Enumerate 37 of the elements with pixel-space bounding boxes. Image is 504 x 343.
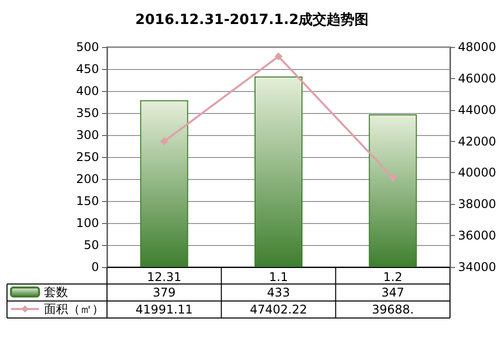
y2-tick-label: 42000 [458,134,496,148]
y-tick-label: 0 [91,260,99,274]
y-tick-label: 100 [76,216,99,230]
x-tick-label: 12.31 [146,270,182,284]
y-tick-label: 400 [76,84,99,98]
data-label: 347 [381,286,404,300]
bar [140,100,188,267]
y2-tick-label: 48000 [458,40,496,54]
y2-tick-label: 46000 [458,71,496,86]
legend-label: 套数 [44,285,68,299]
data-label: 47402.22 [250,302,308,316]
data-label: 433 [267,286,290,300]
y2-tick-label: 36000 [458,228,496,243]
data-label: 41991.11 [136,302,193,316]
y-tick-label: 200 [76,172,99,186]
y2-tick-label: 40000 [458,166,496,180]
point [160,137,168,146]
y-tick-label: 300 [76,128,99,142]
y2-tick-label: 44000 [458,102,496,117]
y-tick-label: 50 [84,238,99,252]
y-tick-label: 500 [76,40,99,54]
legend-label: 面积（㎡） [44,302,104,316]
y-tick-label: 450 [76,62,99,76]
bar [368,114,417,267]
point [388,174,397,182]
y2-tick-label: 38000 [458,197,496,212]
y-tick-label: 150 [76,194,99,208]
point [274,52,282,60]
y2-tick-label: 34000 [458,260,496,274]
x-tick-label: 1.2 [383,270,402,284]
x-tick-label: 1.1 [268,270,288,284]
data-label: 379 [152,286,176,300]
data-label: 39688. [372,302,414,316]
chart-title: 2016.12.31-2017.1.2成交趋势图 [135,11,369,28]
bar [254,76,302,267]
y-tick-label: 350 [76,106,99,120]
y-tick-label: 250 [76,150,99,164]
